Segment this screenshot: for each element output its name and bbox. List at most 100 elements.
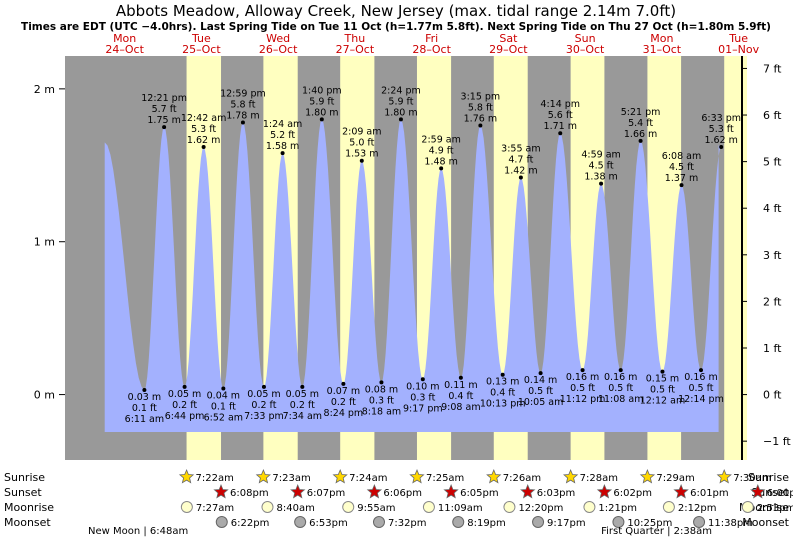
high-tide-m: 1.62 m [704, 135, 737, 146]
y-tick-label-ft: 3 ft [763, 249, 782, 262]
chart-title: Abbots Meadow, Alloway Creek, New Jersey… [116, 2, 676, 20]
moonrise-time: 11:09am [438, 503, 483, 514]
low-tide-time: 7:33 pm [244, 411, 284, 422]
moonrise-icon [261, 501, 274, 513]
sunset-star-icon [596, 483, 613, 499]
high-tide-m: 1.80 m [384, 107, 417, 118]
day-label-dow: Mon [113, 32, 136, 45]
low-tide-time: 9:17 pm [403, 403, 443, 414]
sunrise-time: 7:24am [349, 473, 387, 484]
high-tide-ft: 4.9 ft [429, 145, 454, 156]
sunrise-star-icon [486, 468, 502, 484]
low-tide-time: 10:13 pm [480, 399, 526, 410]
low-tide-time: 6:44 pm [165, 411, 205, 422]
high-tide-point [398, 117, 403, 122]
low-tide-ft: 0.5 ft [570, 383, 595, 394]
low-tide-m: 0.07 m [327, 386, 360, 397]
low-tide-time: 7:34 am [283, 411, 322, 422]
high-tide-m: 1.78 m [226, 110, 259, 121]
sunset-star-icon [213, 483, 229, 499]
sunrise-time: 7:29am [656, 473, 694, 484]
day-label-dow: Mon [650, 32, 673, 45]
sunrise-star-icon [563, 468, 579, 484]
y-tick-label-ft: 0 ft [763, 389, 782, 402]
high-tide-ft: 5.7 ft [152, 104, 177, 115]
row-label-sunrise-right: Sunrise [748, 471, 789, 484]
high-tide-point [439, 166, 444, 171]
low-tide-time: 12:14 pm [678, 394, 724, 405]
sunset-time: 6:02pm [613, 488, 652, 499]
high-tide-time: 6:33 pm [701, 113, 741, 124]
moonrise-icon [503, 501, 516, 513]
low-tide-point [580, 368, 585, 373]
low-tide-m: 0.05 m [247, 389, 280, 400]
axes: 0 m 1 m 2 m −1 ft 0 ft 1 ft 2 ft 3 ft 4 ft 5 ft 6 … [34, 56, 791, 460]
y-tick-label-ft: −1 ft [763, 435, 791, 448]
low-tide-m: 0.13 m [486, 377, 519, 388]
low-tide-ft: 0.1 ft [132, 403, 157, 414]
high-tide-time: 12:59 pm [220, 88, 266, 99]
high-tide-time: 2:59 am [421, 134, 460, 145]
low-tide-m: 0.04 m [207, 390, 240, 401]
row-label-moonset-left: Moonset [4, 516, 51, 529]
high-tide-point [319, 117, 324, 122]
high-tide-m: 1.66 m [624, 129, 657, 140]
moonset-time: 6:53pm [309, 518, 348, 529]
moonrise-time: 8:40am [276, 503, 314, 514]
sunrise-star-icon [178, 468, 195, 484]
high-tide-point [162, 125, 167, 130]
sunset-time: 6:07pm [307, 488, 346, 499]
sunrise-star-icon [332, 468, 348, 484]
plot-area [65, 56, 741, 460]
day-label-dow: Fri [425, 32, 438, 45]
y-tick-label-ft: 7 ft [763, 62, 782, 75]
moonset-icon [612, 516, 625, 528]
moonrise-time: 12:20pm [518, 503, 563, 514]
high-tide-ft: 5.3 ft [191, 124, 216, 135]
low-tide-point [420, 377, 425, 382]
moonset-time: 11:38pm [708, 518, 753, 529]
low-tide-m: 0.08 m [365, 384, 398, 395]
sunset-star-icon [443, 483, 459, 499]
high-tide-m: 1.53 m [345, 149, 378, 160]
high-tide-ft: 5.4 ft [628, 118, 653, 129]
high-tide-time: 1:40 pm [302, 85, 342, 96]
day-label-dow: Tue [728, 32, 748, 45]
sunset-star-icon [673, 483, 689, 499]
high-tide-point [280, 151, 285, 156]
y-tick-label-ft: 1 ft [763, 342, 782, 355]
low-tide-point [538, 371, 543, 376]
low-tide-time: 8:24 pm [324, 408, 364, 419]
day-labels: Mon24–OctTue25–OctWed26–OctThu27–OctFri2… [105, 32, 759, 56]
right-axis-strip [743, 56, 747, 460]
low-tide-ft: 0.2 ft [172, 400, 197, 411]
row-label-sunset-left: Sunset [4, 486, 42, 499]
moonset-icon [215, 516, 228, 528]
moonset-time: 10:25pm [627, 518, 672, 529]
day-label-dow: Tue [191, 32, 211, 45]
moonset-icon [452, 516, 465, 528]
low-tide-ft: 0.1 ft [211, 401, 236, 412]
high-tide-time: 5:21 pm [621, 107, 661, 118]
sunset-time: 6:00pm [767, 488, 793, 499]
low-tide-time: 12:12 am [640, 396, 685, 407]
sunrise-time: 7:26am [503, 473, 541, 484]
high-tide-m: 1.48 m [424, 156, 457, 167]
high-tide-ft: 4.5 ft [669, 162, 694, 173]
high-tide-point [599, 181, 604, 186]
high-tide-time: 12:42 am [181, 113, 226, 124]
high-tide-ft: 5.0 ft [349, 138, 374, 149]
high-tide-ft: 5.8 ft [230, 99, 255, 110]
moonrise-time: 7:27am [196, 503, 234, 514]
sunset-time: 6:01pm [690, 488, 729, 499]
low-tide-ft: 0.4 ft [490, 388, 515, 399]
high-tide-ft: 4.7 ft [508, 155, 533, 166]
y-tick-label-ft: 6 ft [763, 109, 782, 122]
moon-phase-first-quarter: First Quarter | 2:38am [601, 526, 712, 537]
sunrise-star-icon [409, 468, 425, 484]
low-tide-ft: 0.5 ft [650, 385, 675, 396]
day-label-date: 31–Oct [643, 43, 682, 56]
